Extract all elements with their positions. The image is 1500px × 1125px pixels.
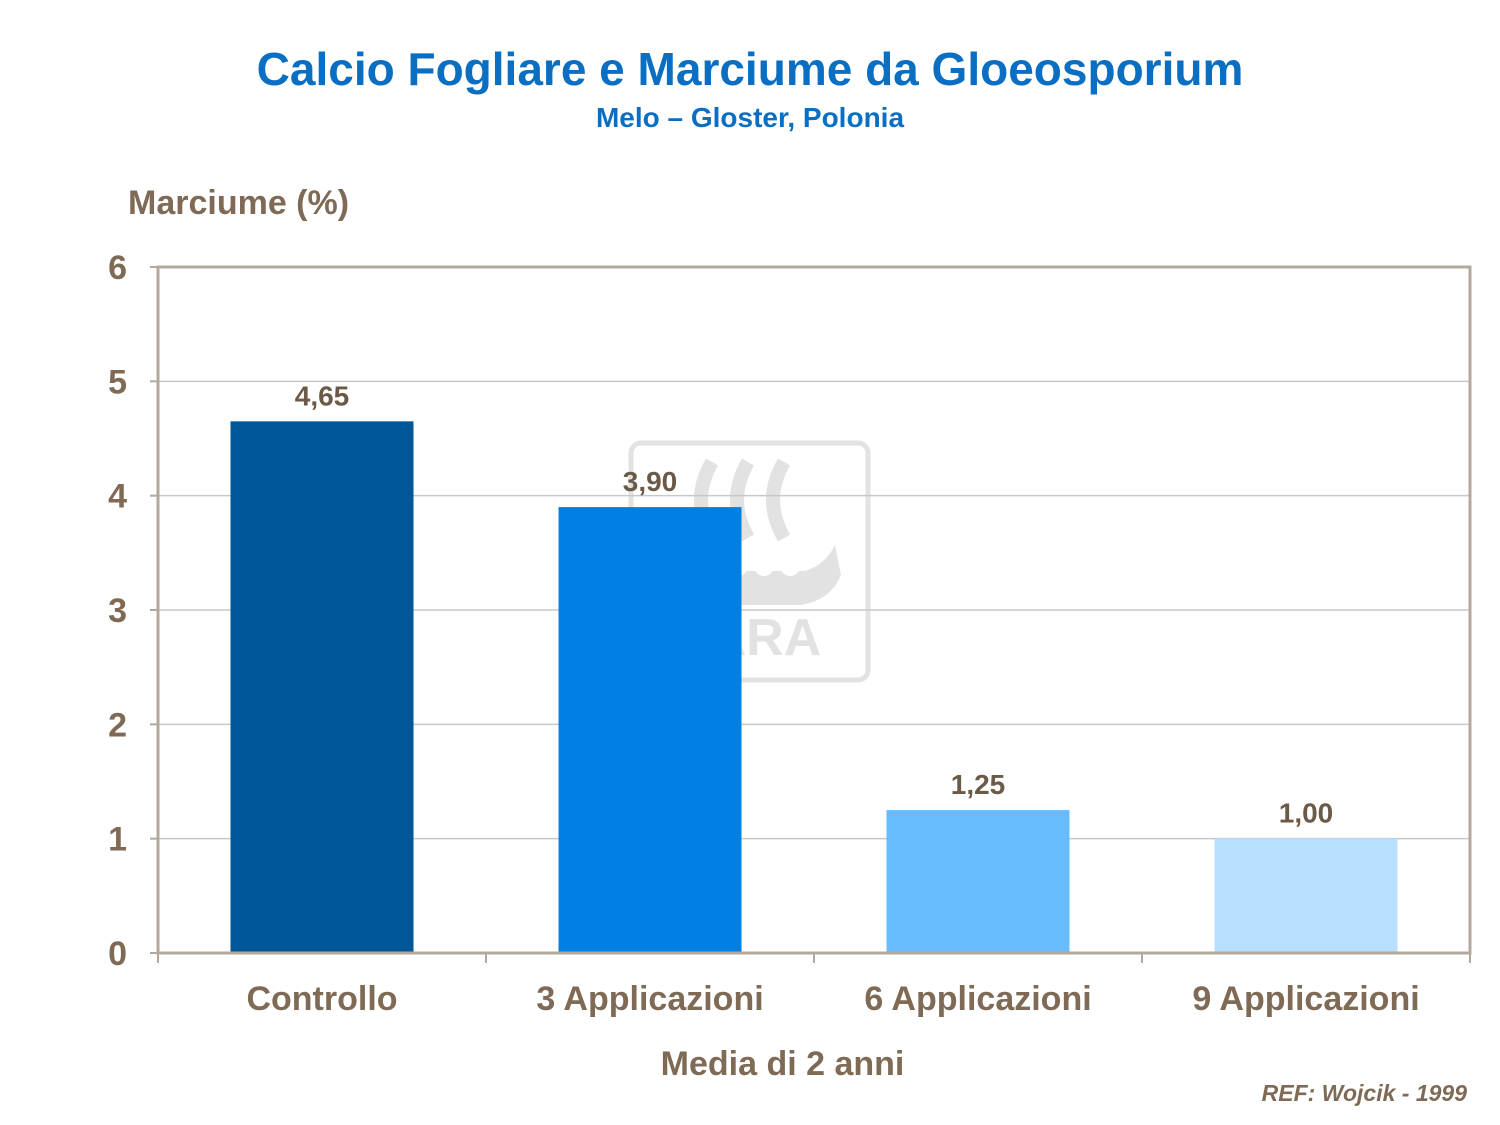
y-tick-label: 3	[108, 592, 127, 630]
bar	[1214, 838, 1398, 953]
bar	[886, 810, 1070, 953]
data-label: 3,90	[623, 466, 678, 497]
x-tick-label: 9 Applicazioni	[1192, 980, 1419, 1018]
data-label: 1,00	[1279, 798, 1334, 829]
y-tick-label: 4	[108, 478, 127, 516]
y-tick-label: 1	[108, 821, 127, 859]
x-axis-label: Media di 2 anni	[660, 1045, 905, 1083]
x-tick-label: Controllo	[246, 980, 397, 1018]
y-tick-label: 5	[108, 363, 127, 401]
data-label: 1,25	[951, 769, 1006, 800]
chart-subtitle: Melo – Gloster, Polonia	[595, 102, 905, 133]
x-tick-label: 6 Applicazioni	[864, 980, 1091, 1018]
y-tick-label: 0	[108, 935, 127, 973]
yara-logo-watermark: YARA	[628, 440, 871, 683]
data-label: 4,65	[295, 380, 350, 411]
bar	[230, 421, 414, 954]
x-tick-label: 3 Applicazioni	[536, 980, 763, 1018]
reference-note: REF: Wojcik - 1999	[1261, 1080, 1467, 1106]
bar	[558, 507, 742, 953]
chart-title: Calcio Fogliare e Marciume da Gloeospori…	[256, 43, 1244, 95]
y-tick-label: 2	[108, 706, 127, 744]
y-axis-label: Marciume (%)	[128, 184, 350, 222]
y-tick-label: 6	[108, 249, 127, 287]
